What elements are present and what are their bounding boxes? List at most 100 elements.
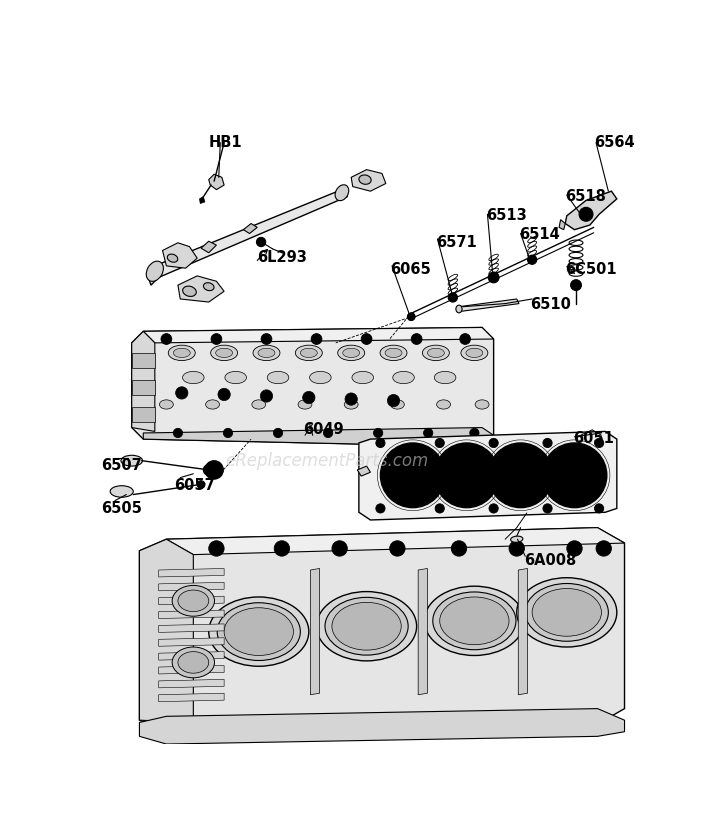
Text: 6514: 6514 bbox=[519, 227, 560, 242]
Polygon shape bbox=[139, 539, 193, 722]
Ellipse shape bbox=[253, 345, 280, 360]
Ellipse shape bbox=[532, 589, 601, 636]
Ellipse shape bbox=[182, 371, 204, 384]
Circle shape bbox=[161, 334, 172, 344]
Circle shape bbox=[209, 541, 224, 556]
Polygon shape bbox=[565, 191, 617, 230]
Ellipse shape bbox=[456, 305, 462, 313]
Ellipse shape bbox=[332, 603, 401, 650]
Circle shape bbox=[388, 395, 400, 407]
Circle shape bbox=[376, 438, 385, 447]
Ellipse shape bbox=[267, 371, 289, 384]
Circle shape bbox=[394, 545, 400, 552]
Circle shape bbox=[571, 545, 578, 552]
Circle shape bbox=[214, 337, 219, 341]
Polygon shape bbox=[132, 331, 155, 431]
Circle shape bbox=[261, 334, 272, 344]
Ellipse shape bbox=[168, 345, 196, 360]
Polygon shape bbox=[158, 610, 224, 619]
Circle shape bbox=[488, 272, 499, 283]
Circle shape bbox=[601, 545, 607, 552]
Circle shape bbox=[470, 428, 479, 437]
Polygon shape bbox=[200, 196, 205, 203]
Circle shape bbox=[411, 334, 422, 344]
Circle shape bbox=[579, 207, 593, 222]
Polygon shape bbox=[359, 431, 617, 520]
Circle shape bbox=[381, 443, 445, 507]
Ellipse shape bbox=[466, 349, 483, 358]
Polygon shape bbox=[166, 528, 625, 554]
Ellipse shape bbox=[172, 585, 215, 616]
Circle shape bbox=[365, 337, 369, 341]
Ellipse shape bbox=[352, 371, 374, 384]
Circle shape bbox=[213, 545, 219, 552]
Circle shape bbox=[164, 337, 169, 341]
Polygon shape bbox=[132, 407, 155, 422]
Circle shape bbox=[303, 391, 315, 404]
Text: 6510: 6510 bbox=[530, 297, 571, 312]
Circle shape bbox=[571, 280, 581, 291]
Ellipse shape bbox=[168, 254, 178, 263]
Ellipse shape bbox=[211, 345, 238, 360]
Circle shape bbox=[448, 293, 458, 302]
Circle shape bbox=[332, 541, 347, 556]
Ellipse shape bbox=[380, 345, 407, 360]
Ellipse shape bbox=[475, 400, 489, 409]
Ellipse shape bbox=[173, 349, 190, 358]
Ellipse shape bbox=[343, 349, 360, 358]
Circle shape bbox=[489, 438, 498, 447]
Circle shape bbox=[314, 337, 319, 341]
Ellipse shape bbox=[510, 536, 523, 543]
Polygon shape bbox=[132, 353, 155, 369]
Circle shape bbox=[488, 443, 553, 507]
Text: 6L293: 6L293 bbox=[257, 251, 307, 266]
Circle shape bbox=[583, 212, 589, 217]
Circle shape bbox=[456, 545, 462, 552]
Ellipse shape bbox=[435, 371, 456, 384]
Ellipse shape bbox=[216, 349, 233, 358]
Ellipse shape bbox=[325, 598, 408, 655]
Polygon shape bbox=[158, 651, 224, 660]
Polygon shape bbox=[351, 170, 386, 191]
Circle shape bbox=[376, 504, 385, 513]
Ellipse shape bbox=[385, 349, 402, 358]
Ellipse shape bbox=[440, 597, 509, 645]
Circle shape bbox=[594, 438, 604, 447]
Polygon shape bbox=[418, 568, 428, 695]
Text: 6507: 6507 bbox=[101, 458, 142, 473]
Ellipse shape bbox=[203, 283, 214, 291]
Circle shape bbox=[279, 545, 285, 552]
Ellipse shape bbox=[423, 345, 449, 360]
Circle shape bbox=[264, 337, 268, 341]
Circle shape bbox=[197, 481, 205, 488]
Polygon shape bbox=[158, 665, 224, 674]
Ellipse shape bbox=[295, 345, 322, 360]
Text: 6049: 6049 bbox=[304, 422, 344, 437]
Ellipse shape bbox=[147, 261, 163, 282]
Text: 6057: 6057 bbox=[174, 477, 215, 492]
Text: 6051: 6051 bbox=[573, 431, 614, 446]
Polygon shape bbox=[459, 299, 519, 311]
Circle shape bbox=[567, 541, 582, 556]
Circle shape bbox=[176, 387, 188, 399]
Circle shape bbox=[173, 428, 182, 437]
Circle shape bbox=[345, 393, 358, 405]
Polygon shape bbox=[209, 174, 224, 190]
Circle shape bbox=[218, 388, 231, 400]
Ellipse shape bbox=[172, 647, 215, 678]
Ellipse shape bbox=[433, 592, 516, 650]
Text: HB1: HB1 bbox=[209, 135, 243, 150]
Text: 6A008: 6A008 bbox=[524, 553, 577, 568]
Circle shape bbox=[435, 443, 499, 507]
Circle shape bbox=[528, 255, 537, 264]
Polygon shape bbox=[311, 568, 320, 695]
Ellipse shape bbox=[390, 400, 404, 409]
Circle shape bbox=[273, 428, 283, 437]
Text: 6571: 6571 bbox=[436, 235, 477, 250]
Ellipse shape bbox=[183, 286, 196, 297]
Ellipse shape bbox=[300, 349, 318, 358]
Circle shape bbox=[407, 313, 415, 320]
Text: 6564: 6564 bbox=[594, 135, 634, 150]
Ellipse shape bbox=[317, 592, 416, 661]
Text: 6C501: 6C501 bbox=[565, 262, 617, 277]
